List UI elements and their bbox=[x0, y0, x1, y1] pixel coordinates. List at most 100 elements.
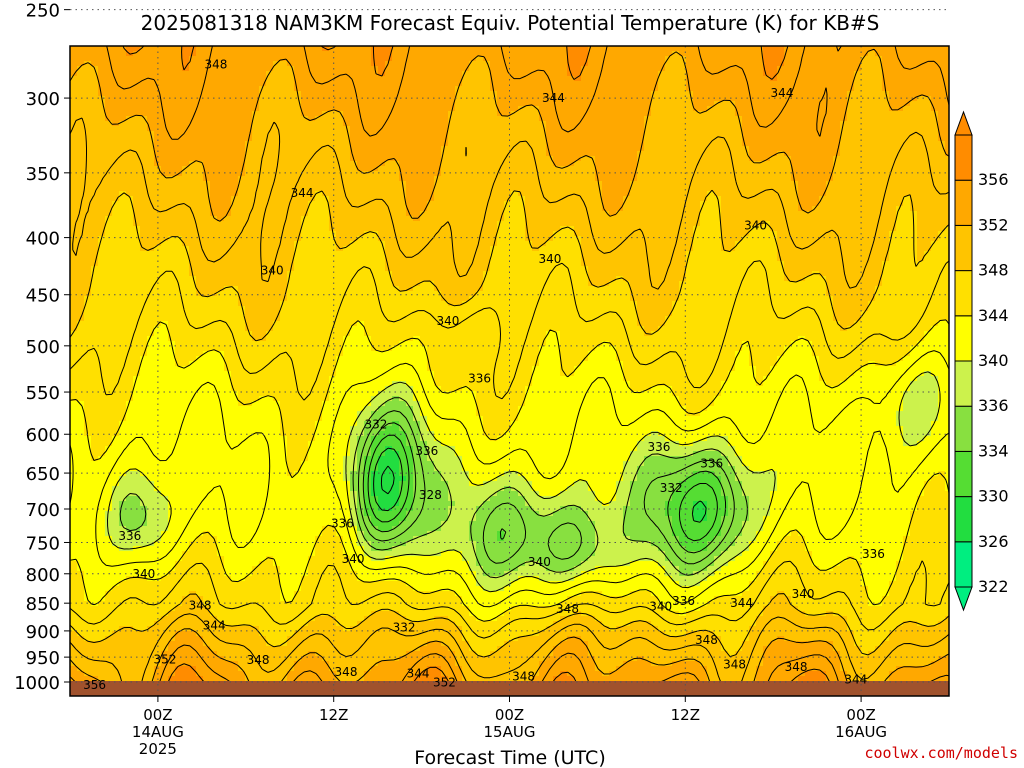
shade-cell bbox=[147, 176, 155, 182]
shade-cell bbox=[126, 56, 134, 62]
shade-cell bbox=[189, 611, 197, 617]
shade-cell bbox=[147, 641, 155, 647]
shade-cell bbox=[105, 496, 113, 502]
shade-cell bbox=[175, 341, 183, 347]
shade-cell bbox=[126, 281, 134, 287]
shade-cell bbox=[98, 411, 106, 417]
shade-cell bbox=[112, 196, 120, 202]
shade-cell bbox=[98, 51, 106, 57]
shade-cell bbox=[196, 556, 204, 562]
shade-cell bbox=[238, 306, 246, 312]
shade-cell bbox=[133, 181, 141, 187]
shade-cell bbox=[329, 351, 337, 357]
shade-cell bbox=[217, 576, 225, 582]
shade-cell bbox=[189, 346, 197, 352]
shade-cell bbox=[147, 106, 155, 112]
shade-cell bbox=[119, 536, 127, 542]
shade-cell bbox=[294, 511, 302, 517]
shade-cell bbox=[336, 471, 344, 477]
shade-cell bbox=[147, 381, 155, 387]
shade-cell bbox=[175, 616, 183, 622]
shade-cell bbox=[175, 481, 183, 487]
shade-cell bbox=[308, 586, 316, 592]
shade-cell bbox=[301, 496, 309, 502]
shade-cell bbox=[161, 616, 169, 622]
shade-cell bbox=[217, 566, 225, 572]
shade-cell bbox=[308, 531, 316, 537]
shade-cell bbox=[217, 561, 225, 567]
shade-cell bbox=[294, 336, 302, 342]
shade-cell bbox=[308, 106, 316, 112]
shade-cell bbox=[259, 396, 267, 402]
shade-cell bbox=[259, 446, 267, 452]
shade-cell bbox=[343, 61, 351, 67]
shade-cell bbox=[322, 651, 330, 657]
shade-cell bbox=[98, 416, 106, 422]
shade-cell bbox=[105, 586, 113, 592]
shade-cell bbox=[112, 346, 120, 352]
shade-cell bbox=[252, 386, 260, 392]
shade-cell bbox=[133, 636, 141, 642]
shade-cell bbox=[133, 96, 141, 102]
shade-cell bbox=[287, 456, 295, 462]
shade-cell bbox=[189, 471, 197, 477]
shade-cell bbox=[168, 301, 176, 307]
shade-cell bbox=[217, 531, 225, 537]
shade-cell bbox=[133, 311, 141, 317]
shade-cell bbox=[175, 76, 183, 82]
shade-cell bbox=[168, 426, 176, 432]
shade-cell bbox=[259, 181, 267, 187]
shade-cell bbox=[203, 546, 211, 552]
shade-cell bbox=[231, 111, 239, 117]
shade-cell bbox=[336, 521, 344, 527]
shade-cell bbox=[189, 141, 197, 147]
shade-cell bbox=[217, 331, 225, 337]
shade-cell bbox=[287, 386, 295, 392]
shade-cell bbox=[77, 331, 85, 337]
shade-cell bbox=[210, 496, 218, 502]
shade-cell bbox=[294, 151, 302, 157]
shade-cell bbox=[91, 531, 99, 537]
shade-cell bbox=[217, 466, 225, 472]
shade-cell bbox=[294, 466, 302, 472]
shade-cell bbox=[252, 71, 260, 77]
shade-cell bbox=[224, 96, 232, 102]
shade-cell bbox=[210, 386, 218, 392]
shade-cell bbox=[301, 116, 309, 122]
shade-cell bbox=[336, 371, 344, 377]
shade-cell bbox=[231, 221, 239, 227]
shade-cell bbox=[196, 656, 204, 662]
shade-cell bbox=[84, 326, 92, 332]
shade-cell bbox=[133, 416, 141, 422]
shade-cell bbox=[119, 111, 127, 117]
shade-cell bbox=[168, 141, 176, 147]
shade-cell bbox=[224, 536, 232, 542]
shade-cell bbox=[91, 336, 99, 342]
shade-cell bbox=[210, 421, 218, 427]
shade-cell bbox=[203, 241, 211, 247]
shade-cell bbox=[308, 396, 316, 402]
shade-cell bbox=[280, 121, 288, 127]
shade-cell bbox=[105, 306, 113, 312]
shade-cell bbox=[77, 421, 85, 427]
shade-cell bbox=[238, 341, 246, 347]
shade-cell bbox=[133, 666, 141, 672]
shade-cell bbox=[98, 106, 106, 112]
shade-cell bbox=[203, 586, 211, 592]
shade-cell bbox=[259, 241, 267, 247]
shade-cell bbox=[70, 506, 78, 512]
shade-cell bbox=[301, 361, 309, 367]
shade-cell bbox=[343, 86, 351, 92]
shade-cell bbox=[119, 606, 127, 612]
shade-cell bbox=[217, 281, 225, 287]
shade-cell bbox=[238, 111, 246, 117]
shade-cell bbox=[294, 516, 302, 522]
shade-cell bbox=[182, 151, 190, 157]
shade-cell bbox=[105, 186, 113, 192]
shade-cell bbox=[168, 501, 176, 507]
shade-cell bbox=[308, 446, 316, 452]
shade-cell bbox=[315, 196, 323, 202]
shade-cell bbox=[196, 591, 204, 597]
shade-cell bbox=[182, 61, 190, 67]
shade-cell bbox=[294, 501, 302, 507]
